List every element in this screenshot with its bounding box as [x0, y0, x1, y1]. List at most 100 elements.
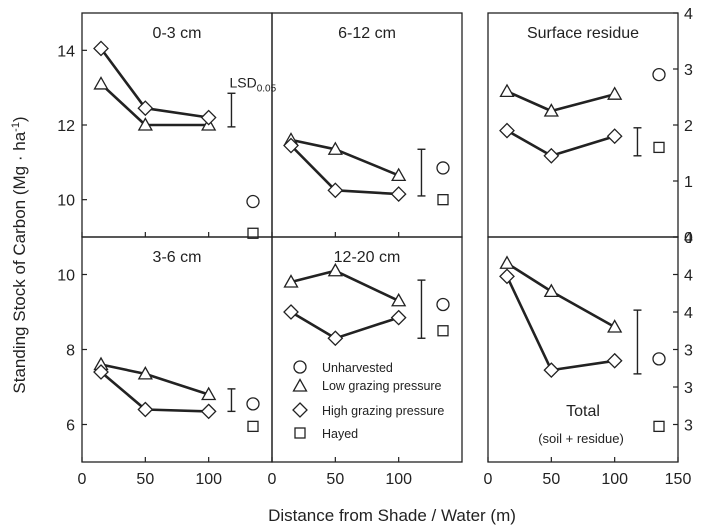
data-point-triangle	[283, 274, 299, 288]
legend-label-hayed: Hayed	[322, 427, 358, 441]
data-point-triangle	[137, 117, 153, 131]
legend-marker-diamond	[292, 402, 308, 418]
legend-item-low-grazing: Low grazing pressure	[292, 378, 442, 393]
data-point-diamond	[93, 364, 109, 380]
ref-point-circle	[246, 397, 260, 411]
data-point-diamond	[499, 268, 515, 285]
y-tick-label: 8	[66, 343, 75, 360]
x-tick-label: 100	[195, 471, 222, 488]
series-line-diamond	[506, 129, 616, 158]
data-point-diamond	[390, 309, 407, 326]
data-point-diamond	[499, 122, 515, 139]
y-tick-label: 3	[684, 418, 693, 435]
data-point-triangle	[607, 319, 623, 333]
ref-point-square	[653, 420, 665, 433]
y-tick-label: 1	[684, 174, 693, 191]
ref-point-circle	[652, 67, 666, 82]
series-line-diamond	[290, 310, 400, 340]
ref-point-square	[247, 227, 259, 239]
ref-point-circle	[436, 297, 450, 312]
legend-marker-triangle	[292, 378, 308, 392]
y-tick-label: 0	[684, 230, 693, 247]
ref-point-square	[653, 141, 665, 154]
series-line-diamond	[505, 275, 615, 372]
panel-surface-residue: 0 1 2 3 4 Surface residue	[487, 6, 693, 247]
ref-point-circle	[652, 352, 666, 366]
x-tick-label: 100	[601, 471, 628, 488]
panel-frame	[487, 12, 679, 238]
legend-item-high-grazing: High grazing pressure	[292, 402, 444, 418]
ref-point-square	[437, 194, 449, 206]
series-line-triangle	[290, 269, 400, 302]
y-tick-label: 10	[57, 193, 75, 210]
data-point-diamond	[200, 403, 217, 420]
y-tick-label: 12	[57, 118, 75, 135]
panel-frame	[271, 236, 463, 463]
legend-marker-square	[294, 427, 306, 439]
data-point-triangle	[543, 283, 559, 298]
data-point-diamond	[543, 147, 560, 164]
data-point-diamond	[606, 352, 623, 369]
data-point-diamond	[327, 182, 344, 199]
x-tick-label: 50	[326, 471, 344, 488]
y-tick-label: 2	[684, 118, 693, 135]
panel-frame	[81, 236, 273, 463]
data-point-diamond	[606, 128, 623, 145]
data-point-triangle	[93, 76, 109, 90]
y-axis-label: Standing Stock of Carbon (Mg · ha-1)	[10, 116, 29, 393]
y-tick-label: 4	[684, 305, 693, 322]
x-tick-label: 150	[665, 471, 692, 488]
series-line-triangle	[506, 262, 616, 329]
data-point-diamond	[200, 109, 217, 126]
legend: Unharvested Low grazing pressure High gr…	[292, 360, 444, 441]
legend-item-unharvested: Unharvested	[293, 360, 393, 375]
legend-label-high-grazing: High grazing pressure	[322, 404, 444, 418]
panel-title: Total	[566, 403, 600, 420]
data-point-triangle	[327, 262, 343, 277]
data-point-diamond	[390, 186, 407, 202]
panel-title: 12-20 cm	[334, 249, 401, 266]
data-point-triangle	[137, 366, 153, 380]
panel-title: 0-3 cm	[153, 25, 202, 42]
data-point-triangle	[499, 255, 515, 269]
series-line-diamond	[99, 47, 209, 119]
data-point-triangle	[607, 86, 623, 100]
y-tick-label: 14	[57, 43, 75, 60]
panel-title: 6-12 cm	[338, 25, 396, 42]
data-point-triangle	[391, 292, 407, 307]
data-point-triangle	[327, 141, 343, 155]
data-point-triangle	[543, 103, 559, 117]
panel-frame	[271, 12, 463, 238]
y-tick-label: 3	[684, 62, 693, 79]
data-point-diamond	[93, 40, 109, 57]
y-tick-label: 4	[684, 268, 693, 285]
data-point-diamond	[283, 304, 299, 320]
panel-title: 3-6 cm	[153, 249, 202, 266]
legend-label-unharvested: Unharvested	[322, 361, 393, 375]
panel-depth-0-3: 10 12 14 0-3 cm LSD0.05	[57, 12, 277, 239]
data-point-triangle	[391, 167, 407, 182]
data-point-diamond	[283, 137, 299, 154]
x-tick-label: 0	[78, 471, 87, 488]
lsd-label: LSD0.05	[229, 74, 276, 94]
y-tick-label: 4	[684, 230, 693, 247]
x-axis-label: Distance from Shade / Water (m)	[268, 506, 516, 525]
data-point-triangle	[499, 83, 515, 98]
data-point-diamond	[137, 401, 154, 418]
data-point-triangle	[201, 386, 217, 401]
x-tick-label: 0	[484, 471, 493, 488]
x-tick-label: 0	[268, 471, 277, 488]
series-line-triangle	[506, 90, 616, 113]
legend-label-low-grazing: Low grazing pressure	[322, 379, 442, 393]
legend-marker-circle	[293, 360, 307, 374]
ref-point-square	[437, 325, 449, 337]
x-tick-label: 50	[542, 471, 560, 488]
panel-subtitle: (soil + residue)	[538, 431, 624, 446]
ref-point-circle	[246, 194, 260, 209]
y-tick-label: 10	[57, 268, 75, 285]
panel-depth-12-20: 0 50 100 12-20 cm	[268, 236, 463, 488]
